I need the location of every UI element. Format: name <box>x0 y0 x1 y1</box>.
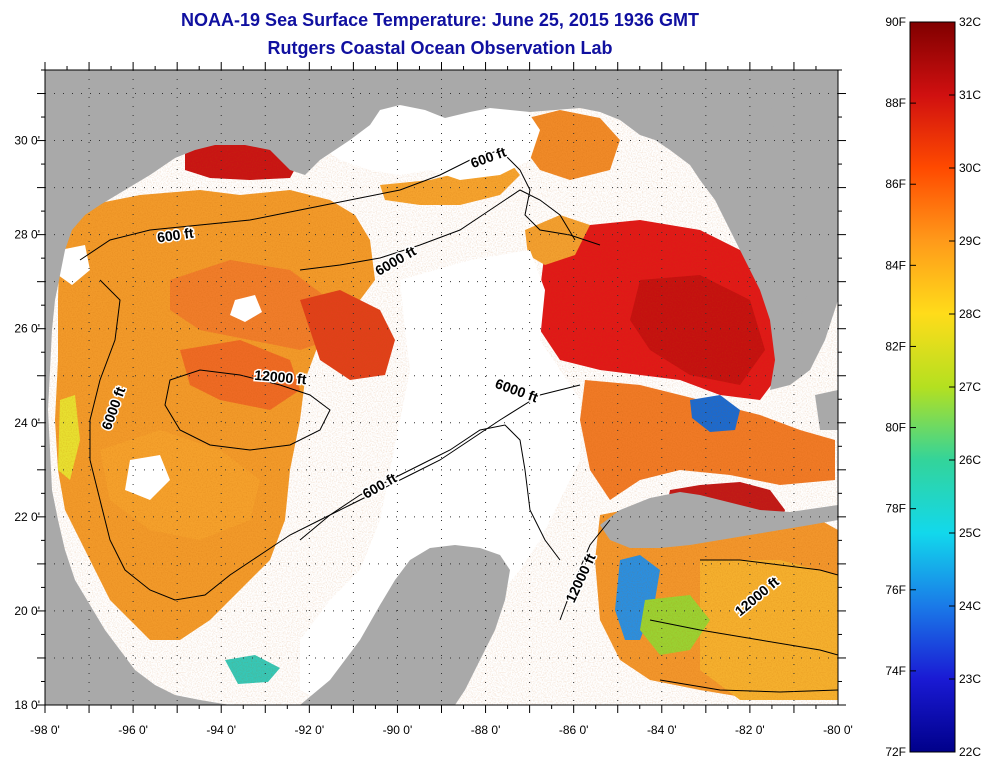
colorbar-c-label: 25C <box>959 526 981 540</box>
longitude-label: -90 0' <box>383 723 413 737</box>
contour-label: 600 ft <box>156 225 195 246</box>
land-yucatan <box>300 545 510 705</box>
land-andros <box>815 390 838 430</box>
map-layers <box>45 70 838 705</box>
colorbar <box>909 21 956 753</box>
colorbar-c-label: 31C <box>959 88 981 102</box>
frame-ticks <box>37 62 846 713</box>
contour-600ft-north <box>79 149 601 261</box>
colorbar-f-label: 88F <box>885 96 906 110</box>
chart-subtitle: Rutgers Coastal Ocean Observation Lab <box>267 38 613 58</box>
colorbar-c-label: 29C <box>959 234 981 248</box>
colorbar-c-label: 27C <box>959 380 981 394</box>
latitude-label: 20 0' <box>14 604 40 618</box>
colorbar-f-label: 72F <box>885 745 906 759</box>
longitude-label: -96 0' <box>118 723 148 737</box>
contour-6000ft <box>89 279 581 601</box>
colorbar-c-label: 22C <box>959 745 981 759</box>
longitude-labels: -98 0' -96 0' -94 0' -92 0' -90 0' -88 0' -86 … <box>30 723 853 737</box>
colorbar-f-label: 74F <box>885 664 906 678</box>
contour-600ft-south <box>299 424 561 561</box>
land-florida <box>770 80 838 380</box>
latitude-label: 28 0' <box>14 228 40 242</box>
longitude-label: -80 0' <box>823 723 853 737</box>
colorbar-f-label: 84F <box>885 258 906 272</box>
longitude-label: -98 0' <box>30 723 60 737</box>
colorbar-c-label: 24C <box>959 599 981 613</box>
colorbar-c-label: 32C <box>959 15 981 29</box>
colorbar-celsius-labels: 32C 31C 30C 29C 28C 27C 26C 25C 24C 23C 22C <box>959 15 981 759</box>
longitude-label: -84 0' <box>647 723 677 737</box>
latitude-label: 22 0' <box>14 510 40 524</box>
colorbar-f-label: 80F <box>885 421 906 435</box>
contour-12000ft-east <box>559 519 838 693</box>
colorbar-ticks <box>910 21 955 753</box>
colorbar-c-label: 28C <box>959 307 981 321</box>
bathymetry-contours <box>79 149 838 693</box>
land-united-states <box>45 70 838 705</box>
longitude-label: -82 0' <box>735 723 765 737</box>
chart-title: NOAA-19 Sea Surface Temperature: June 25… <box>181 10 699 30</box>
colorbar-f-label: 90F <box>885 15 906 29</box>
colorbar-f-label: 82F <box>885 339 906 353</box>
longitude-label: -92 0' <box>295 723 325 737</box>
longitude-label: -94 0' <box>206 723 236 737</box>
colorbar-c-label: 30C <box>959 161 981 175</box>
colorbar-f-label: 86F <box>885 177 906 191</box>
land-masses <box>45 70 838 705</box>
contour-12000ft <box>164 369 331 451</box>
colorbar-fahrenheit-labels: 90F 88F 86F 84F 82F 80F 78F 76F 74F 72F <box>885 15 906 759</box>
graticule <box>45 70 838 705</box>
latitude-label: 26 0' <box>14 322 40 336</box>
colorbar-c-label: 26C <box>959 453 981 467</box>
latitude-label: 30 0' <box>14 134 40 148</box>
colorbar-f-label: 76F <box>885 583 906 597</box>
latitude-label: 18 0' <box>14 698 40 712</box>
latitude-labels: 18 0' 20 0' 22 0' 24 0' 26 0' 28 0' 30 0' <box>14 134 40 712</box>
longitude-label: -86 0' <box>559 723 589 737</box>
longitude-label: -88 0' <box>471 723 501 737</box>
contour-6000ft-north <box>299 189 576 271</box>
land-cuba <box>600 492 838 548</box>
colorbar-f-label: 78F <box>885 502 906 516</box>
contour-label: 12000 ft <box>254 367 308 388</box>
colorbar-c-label: 23C <box>959 672 981 686</box>
latitude-label: 24 0' <box>14 416 40 430</box>
